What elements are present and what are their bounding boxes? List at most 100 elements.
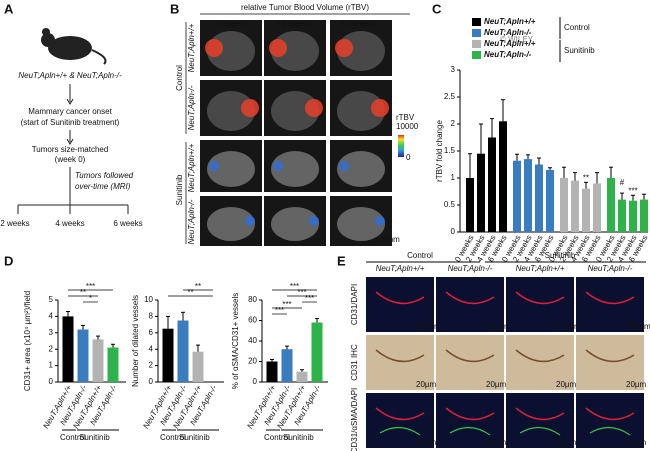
significance: ** (187, 288, 193, 297)
tumor-outline (207, 151, 255, 187)
y-tick-label: 4 (49, 312, 54, 321)
significance: *** (628, 186, 637, 195)
panel-letter: A (4, 1, 14, 16)
histology-image (366, 335, 434, 390)
histology-image (576, 277, 644, 332)
column-label: +4 weeks (277, 19, 311, 28)
significance: ** (195, 282, 201, 291)
histology-image (576, 335, 644, 390)
tumor-outline (207, 91, 255, 131)
panel-letter: B (170, 1, 179, 16)
histology-image (576, 393, 644, 448)
group-label: Control (160, 433, 186, 442)
genotype-label: NeuT;Apln+/+ (187, 143, 196, 192)
scale-bar-label: 20μm (486, 380, 507, 389)
y-axis-label: % of αSMA/CD31+ vessels (231, 293, 240, 389)
bar (107, 347, 119, 382)
genotype-label: NeuT;Apln-/- (187, 199, 196, 244)
group-label: Sunitinib (545, 251, 576, 260)
perfusion-spot (209, 161, 219, 171)
tumor-outline (337, 207, 385, 241)
bar (92, 339, 104, 382)
step-label: Mammary cancer onset (28, 107, 112, 116)
perfusion-spot (269, 39, 287, 57)
y-tick-label: 5 (49, 295, 54, 304)
y-tick-label: 3 (49, 328, 54, 337)
histology-image (436, 393, 504, 448)
legend-group: Control (564, 23, 590, 32)
bar (162, 328, 174, 382)
y-tick-label: 4 (149, 344, 154, 353)
bar (560, 178, 568, 232)
perfusion-spot (305, 99, 323, 117)
timepoint-label: 4 weeks (55, 219, 84, 228)
scale-bar-label: 20μm (416, 438, 437, 447)
scale-bar-label: 20μm (416, 380, 437, 389)
y-tick-label: 80 (248, 295, 257, 304)
y-tick-label: 2.5 (444, 92, 456, 101)
tumor-outline (207, 207, 255, 241)
vessel (519, 426, 561, 436)
histology-image (506, 335, 574, 390)
significance: *** (290, 282, 299, 291)
tumor-outline (337, 91, 385, 131)
bar (618, 199, 626, 232)
step-label: (start of Sunitinib treatment) (21, 118, 120, 127)
followup-label: over-time (MRI) (75, 182, 131, 191)
legend-group: Sunitinib (564, 46, 595, 55)
bar (582, 188, 590, 232)
y-tick-label: 0 (49, 377, 54, 386)
y-tick-label: 2 (451, 119, 456, 128)
scale-bar-label: 100μm (416, 322, 441, 331)
perfusion-spot (241, 99, 259, 117)
bar (629, 200, 637, 232)
arrows (17, 84, 129, 214)
scale-bar-label: 5mm (382, 235, 400, 244)
scale-bar-label: 20μm (556, 380, 577, 389)
y-tick-label: 0 (149, 377, 154, 386)
scale-bar-label: 20μm (486, 438, 507, 447)
bar (296, 371, 308, 382)
genotype-label: NeuT;Apln-/- (187, 85, 196, 130)
vessel (375, 291, 425, 305)
group-label: Control (407, 251, 433, 260)
significance: *** (86, 282, 95, 291)
perfusion-spot (245, 216, 255, 226)
y-tick-label: 0 (451, 227, 456, 236)
column-label: + 6weeks (341, 19, 375, 28)
mice-label: NeuT;Apln+/+ & NeuT;Apln-/- (18, 71, 122, 80)
scale-bar-label: 20μm (626, 380, 647, 389)
bar (192, 351, 204, 382)
bar (546, 169, 554, 232)
perfusion-spot (371, 99, 389, 117)
bar (524, 159, 532, 232)
timepoint-label: 6 weeks (113, 219, 142, 228)
group-label: Sunitinib (175, 174, 184, 205)
genotype-label: NeuT;Apln-/- (448, 264, 493, 273)
vessel (585, 291, 635, 305)
genotype-label: NeuT;Apln-/- (588, 264, 633, 273)
y-tick-label: 10 (144, 295, 153, 304)
scale-bar-label: 100μm (556, 322, 581, 331)
legend-entry: NeuT;Apln+/+ (484, 17, 536, 26)
bar (281, 349, 293, 382)
histology-image (366, 277, 434, 332)
vessel (515, 291, 565, 305)
tumor-outline (271, 91, 319, 131)
step-label: (week 0) (55, 155, 86, 164)
genotype-label: NeuT;Apln+/+ (516, 264, 565, 273)
mri-title: relative Tumor Blood Volume (rTBV) (241, 3, 369, 12)
histology-image (506, 393, 574, 448)
y-tick-label: 8 (149, 312, 154, 321)
bar (488, 137, 496, 232)
y-tick-label: 0 (253, 377, 258, 386)
vessel (445, 349, 495, 363)
significance: ** (80, 288, 86, 297)
bar (466, 178, 474, 232)
significance: ** (583, 173, 589, 182)
histology-image (366, 393, 434, 448)
followup-label: Tumors followed (75, 171, 134, 180)
vessel (589, 426, 631, 436)
panel-letter: D (4, 253, 13, 268)
y-tick-label: 1 (451, 173, 456, 182)
